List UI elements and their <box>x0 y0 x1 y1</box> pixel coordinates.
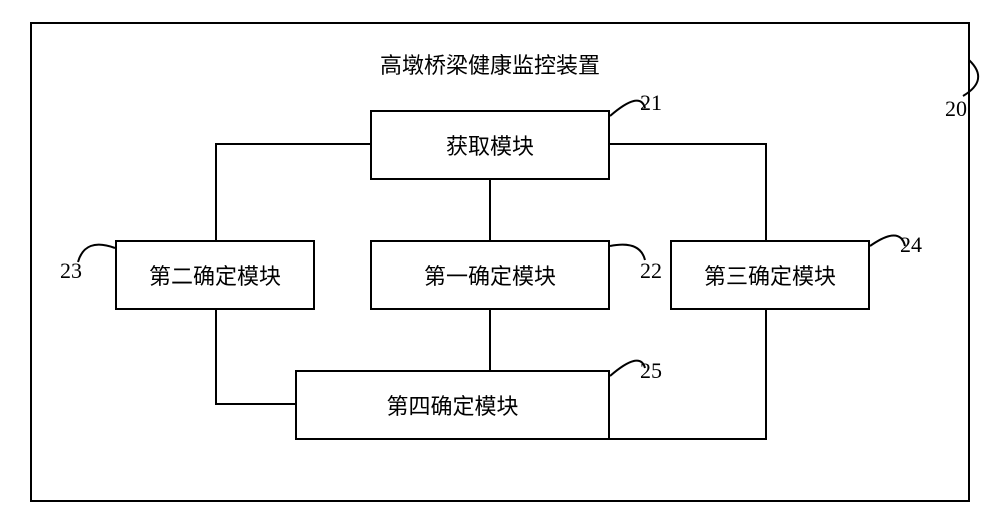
first-determine-module-label: 第一确定模块 <box>424 259 556 291</box>
connector-line <box>610 143 765 145</box>
third-determine-module-label: 第三确定模块 <box>704 259 836 291</box>
connector-line <box>610 438 767 440</box>
ref-number-24: 24 <box>900 232 922 258</box>
connector-line <box>215 310 217 403</box>
third-determine-module-box: 第三确定模块 <box>670 240 870 310</box>
connector-line <box>765 310 767 440</box>
diagram-title: 高墩桥梁健康监控装置 <box>380 48 600 80</box>
fourth-determine-module-box: 第四确定模块 <box>295 370 610 440</box>
connector-line <box>215 143 217 240</box>
acquire-module-label: 获取模块 <box>446 129 534 161</box>
connector-line <box>215 403 295 405</box>
ref-number-23: 23 <box>60 258 82 284</box>
connector-line <box>215 143 370 145</box>
connector-line <box>489 180 491 240</box>
second-determine-module-label: 第二确定模块 <box>149 259 281 291</box>
first-determine-module-box: 第一确定模块 <box>370 240 610 310</box>
ref-number-22: 22 <box>640 258 662 284</box>
fourth-determine-module-label: 第四确定模块 <box>386 389 518 421</box>
ref-number-20: 20 <box>945 96 967 122</box>
connector-line <box>765 143 767 240</box>
acquire-module-box: 获取模块 <box>370 110 610 180</box>
second-determine-module-box: 第二确定模块 <box>115 240 315 310</box>
connector-line <box>489 310 491 370</box>
ref-number-25: 25 <box>640 358 662 384</box>
ref-number-21: 21 <box>640 90 662 116</box>
